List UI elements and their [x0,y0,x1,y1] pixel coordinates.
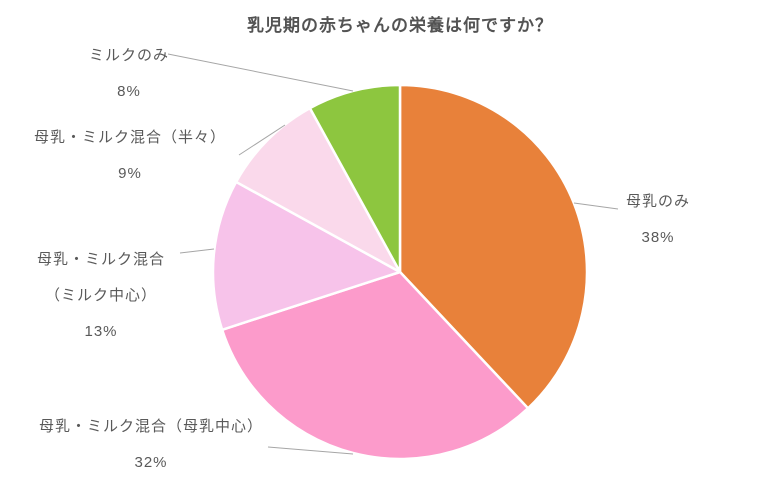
callout-percent: 38% [641,229,675,246]
leader-line-0 [573,202,619,210]
callout-konggou-miruku-chuushin: 母乳・ミルク混合 （ミルク中心） 13% [37,242,165,350]
callout-konggou-bonyuu-chuushin: 母乳・ミルク混合（母乳中心） 32% [39,409,263,481]
leader-line-3 [238,124,286,156]
callout-konggou-hanhan: 母乳・ミルク混合（半々） 9% [34,120,226,192]
callout-percent: 32% [134,454,168,471]
leader-line-1 [267,446,354,455]
callout-label: ミルクのみ [88,47,170,64]
pie-slice-2 [211,180,402,332]
leader-line-2 [179,248,215,254]
callout-label: 母乳・ミルク混合 [36,251,166,268]
chart-title: 乳児期の赤ちゃんの栄養は何ですか？ [247,16,553,35]
callout-bonyuu-nomi: 母乳のみ 38% [626,184,690,256]
callout-label: 母乳・ミルク混合（半々） [33,129,227,146]
callout-miruku-nomi: ミルクのみ 8% [89,38,169,110]
pie-slice-4 [308,83,402,274]
pie-slice-3 [234,106,402,274]
pie-slice-0 [398,83,589,410]
callout-label: 母乳のみ [625,193,691,210]
leader-line-4 [167,53,354,92]
callout-percent: 9% [118,165,142,182]
callout-label: （ミルク中心） [44,287,158,304]
callout-label: 母乳・ミルク混合（母乳中心） [38,418,264,435]
callout-percent: 13% [84,323,118,340]
pie-slice-1 [220,270,530,461]
callout-percent: 8% [117,83,141,100]
